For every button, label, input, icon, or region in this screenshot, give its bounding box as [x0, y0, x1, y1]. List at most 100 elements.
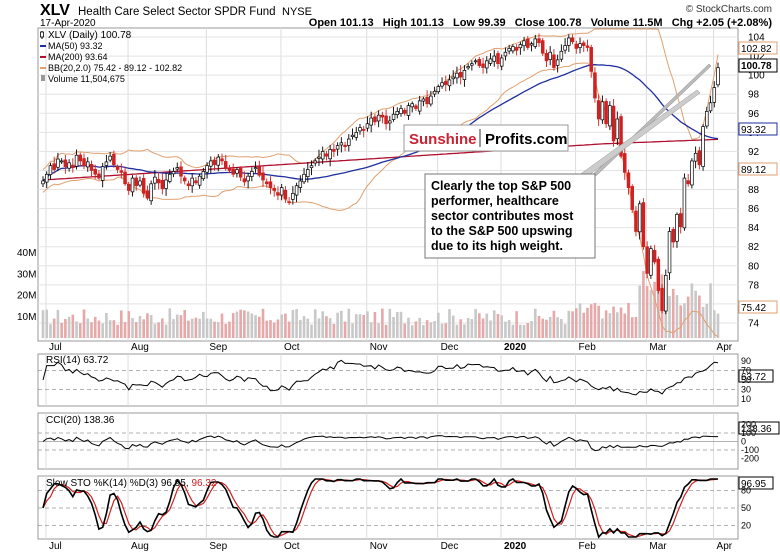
candle-body — [71, 164, 75, 168]
candle-body — [190, 177, 194, 187]
price-tick-label: 88 — [748, 185, 760, 196]
tag-bb-lower-box — [738, 300, 778, 314]
legend-volume-swatch — [41, 75, 45, 81]
rsi-labels: RSI(14) 63.72 63.72 — [46, 355, 774, 383]
annotation-callout: Clearly the top S&P 500 performer, healt… — [424, 63, 712, 259]
volume-bar — [321, 311, 324, 338]
candle-body — [246, 175, 250, 182]
volume-bar — [216, 322, 220, 338]
candle-body — [141, 178, 146, 194]
volume-bar — [164, 324, 168, 338]
candle-body — [686, 180, 690, 185]
volume-bar — [157, 322, 160, 338]
volume-axis: 40M 30M 20M 10M — [17, 248, 36, 323]
candle-body — [335, 145, 340, 150]
candle-body — [578, 43, 582, 48]
candle-body — [324, 153, 329, 157]
volume-bar — [574, 308, 578, 338]
volume-bar — [716, 313, 720, 338]
volume-bar — [556, 317, 559, 338]
volume-bar — [619, 307, 623, 338]
volume-bar — [571, 311, 574, 338]
volume-bar — [269, 320, 272, 338]
volume-bar — [131, 318, 134, 338]
candle-body — [429, 95, 433, 105]
volume-bar — [440, 323, 444, 338]
volume-bar — [332, 324, 336, 338]
candle-body — [444, 81, 448, 86]
candle-body — [291, 192, 295, 200]
volume-bar — [593, 302, 597, 338]
cci-panel-frame — [37, 412, 739, 470]
price-tick-label: 84 — [748, 223, 760, 234]
volume-bar — [586, 307, 589, 338]
candle-body — [97, 173, 101, 179]
candle-body — [485, 60, 489, 69]
sto-tick: 50 — [741, 503, 751, 513]
month-label-top: Oct — [284, 342, 300, 353]
candle-body — [682, 177, 687, 229]
volume-bar — [511, 324, 515, 338]
volume-bar — [93, 316, 97, 338]
volume-bar — [552, 310, 556, 338]
candle-body — [675, 213, 679, 242]
candle-body — [507, 48, 511, 52]
candle-body — [171, 171, 176, 175]
candle-body — [589, 47, 593, 72]
header-symbol: XLV — [40, 2, 70, 19]
volume-bar — [161, 318, 164, 338]
legend-ma50: MA(50) 93.32 — [48, 41, 103, 51]
candle-body — [488, 58, 493, 64]
candle-body — [503, 51, 508, 57]
candle-body — [481, 63, 485, 68]
price-tick-label: 78 — [748, 280, 760, 291]
price-tick-label: 86 — [748, 204, 760, 215]
moving-averages — [42, 64, 719, 182]
candle-body — [320, 151, 325, 160]
candle-body — [123, 171, 127, 185]
rsi-label: RSI(14) 63.72 — [46, 355, 109, 366]
volume-bar — [384, 324, 388, 338]
volume-bar — [175, 314, 179, 338]
candle-body — [100, 166, 105, 181]
volume-tick-label: 40M — [17, 248, 36, 259]
candle-body — [660, 287, 664, 311]
volume-bar — [649, 289, 653, 338]
tag-bb-mid: 89.12 — [741, 165, 766, 176]
volume-bar — [455, 324, 459, 338]
volume-bar — [254, 315, 257, 338]
candle-body — [417, 100, 422, 112]
candle-body — [574, 43, 579, 49]
candle-body — [473, 60, 478, 63]
candle-body — [283, 189, 288, 200]
candle-body — [567, 37, 571, 46]
volume-bar — [604, 310, 608, 338]
volume-bar — [496, 313, 500, 338]
candle-body — [380, 114, 385, 118]
sunshine-profits-logo: Sunshine Profits.com — [403, 124, 569, 152]
month-label-top: Mar — [649, 342, 667, 353]
price-tick-label: 92 — [748, 147, 760, 158]
volume-bar — [134, 322, 138, 338]
month-label-bottom: Feb — [579, 541, 597, 552]
candle-body — [626, 172, 631, 188]
volume-bar — [142, 319, 145, 338]
volume-bar — [336, 312, 339, 338]
candle-body — [544, 53, 549, 62]
volume-bar — [209, 318, 213, 338]
candle-body — [399, 108, 403, 115]
volume-bar — [712, 310, 716, 338]
candle-body — [596, 100, 601, 120]
volume-bar — [105, 313, 108, 338]
volume-bar — [187, 320, 190, 338]
volume-bar — [530, 320, 533, 338]
candle-body — [466, 66, 470, 69]
volume-bar — [250, 313, 254, 338]
price-axis: 10410210098969492908886848280787674 — [748, 33, 765, 330]
volume-bar — [410, 325, 414, 338]
candle-body — [41, 180, 45, 185]
volume-bars — [41, 271, 720, 338]
volume-bar — [657, 279, 660, 338]
candle-body — [138, 180, 142, 186]
candle-body — [328, 149, 332, 160]
